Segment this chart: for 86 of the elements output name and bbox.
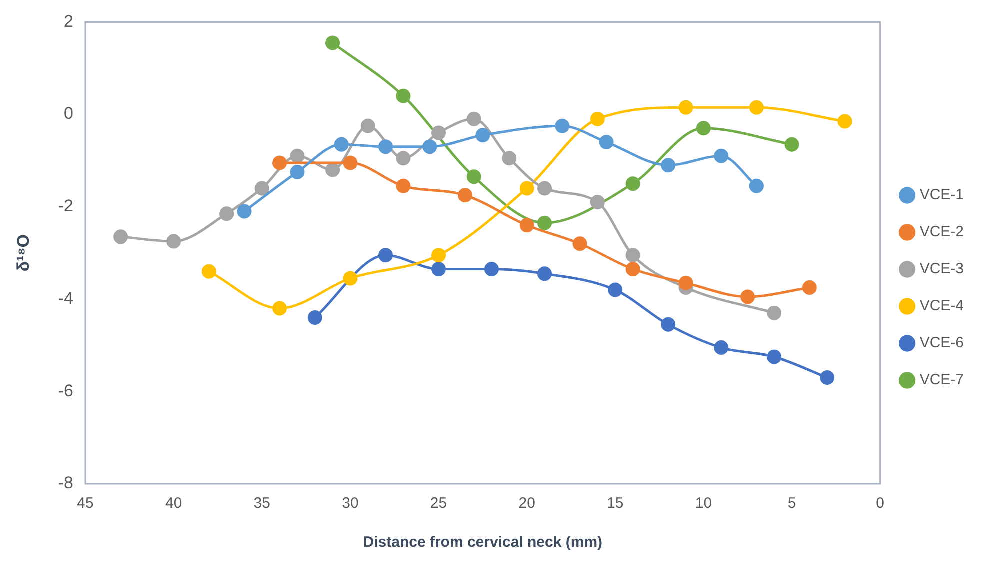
x-tick-label: 35 [254,495,270,512]
point [802,280,817,295]
point [820,370,835,386]
point [537,266,552,282]
point [572,236,588,252]
point [290,148,305,164]
point [626,176,640,192]
point [476,128,490,143]
point [326,36,340,50]
point [502,151,517,166]
point [749,178,764,194]
point [466,112,482,126]
point [237,204,252,219]
legend-label: VCE-7 [920,372,964,389]
legend-label: VCE-6 [920,334,964,352]
legend-label: VCE-2 [920,224,964,241]
point [537,216,552,230]
point [202,264,216,279]
y-tick-label: 2 [64,12,74,31]
point [360,118,376,134]
x-tick-label: 45 [77,495,94,512]
point [396,151,411,166]
point [555,118,570,134]
point [422,140,438,154]
point [220,206,234,222]
point [378,248,394,263]
point [520,218,534,233]
point [432,248,446,263]
x-tick-label: 10 [695,495,712,512]
x-tick-label: 40 [165,495,182,512]
y-tick-label: -4 [58,288,74,308]
x-tick-label: 30 [342,495,359,512]
point [767,350,782,364]
point [272,156,288,170]
point [166,234,182,249]
point [678,276,694,290]
point [484,262,499,277]
point [661,158,676,173]
point [378,140,394,154]
point [678,100,694,115]
point [326,162,340,178]
point [272,301,288,316]
point [334,137,349,152]
point [784,137,800,152]
x-tick-label: 5 [788,495,796,512]
point [396,88,411,104]
point [396,178,411,194]
point [432,262,446,277]
point [343,271,358,286]
point [254,181,270,196]
point [343,156,358,170]
x-tick-label: 25 [430,495,448,512]
point [661,317,676,332]
y-axis-title: δ¹⁸O [14,234,33,272]
point [308,310,322,325]
point [458,188,473,203]
point [590,112,605,126]
point [290,165,305,180]
point [466,170,482,184]
point [626,248,640,263]
x-tick-label: 20 [518,495,536,512]
point [590,195,605,210]
point [749,100,764,115]
point [114,230,128,244]
x-axis-title: Distance from cervical neck (mm) [363,534,603,552]
point [599,135,614,150]
point [740,290,756,304]
point [714,148,729,164]
y-tick-label: -8 [58,474,74,493]
point [838,114,852,129]
y-tick-label: 0 [64,104,74,124]
point [714,340,729,356]
y-tick-label: -6 [58,381,74,400]
point [626,262,640,277]
legend-label: VCE-3 [920,260,964,278]
point [767,306,782,320]
legend-label: VCE-4 [920,298,964,315]
y-tick-label: -2 [58,196,74,216]
point [520,181,534,196]
point [608,282,623,298]
point [537,181,552,196]
point [432,126,446,140]
x-tick-label: 0 [876,495,884,512]
x-tick-label: 15 [607,495,624,512]
point [696,121,711,136]
legend-label: VCE-1 [920,186,964,204]
